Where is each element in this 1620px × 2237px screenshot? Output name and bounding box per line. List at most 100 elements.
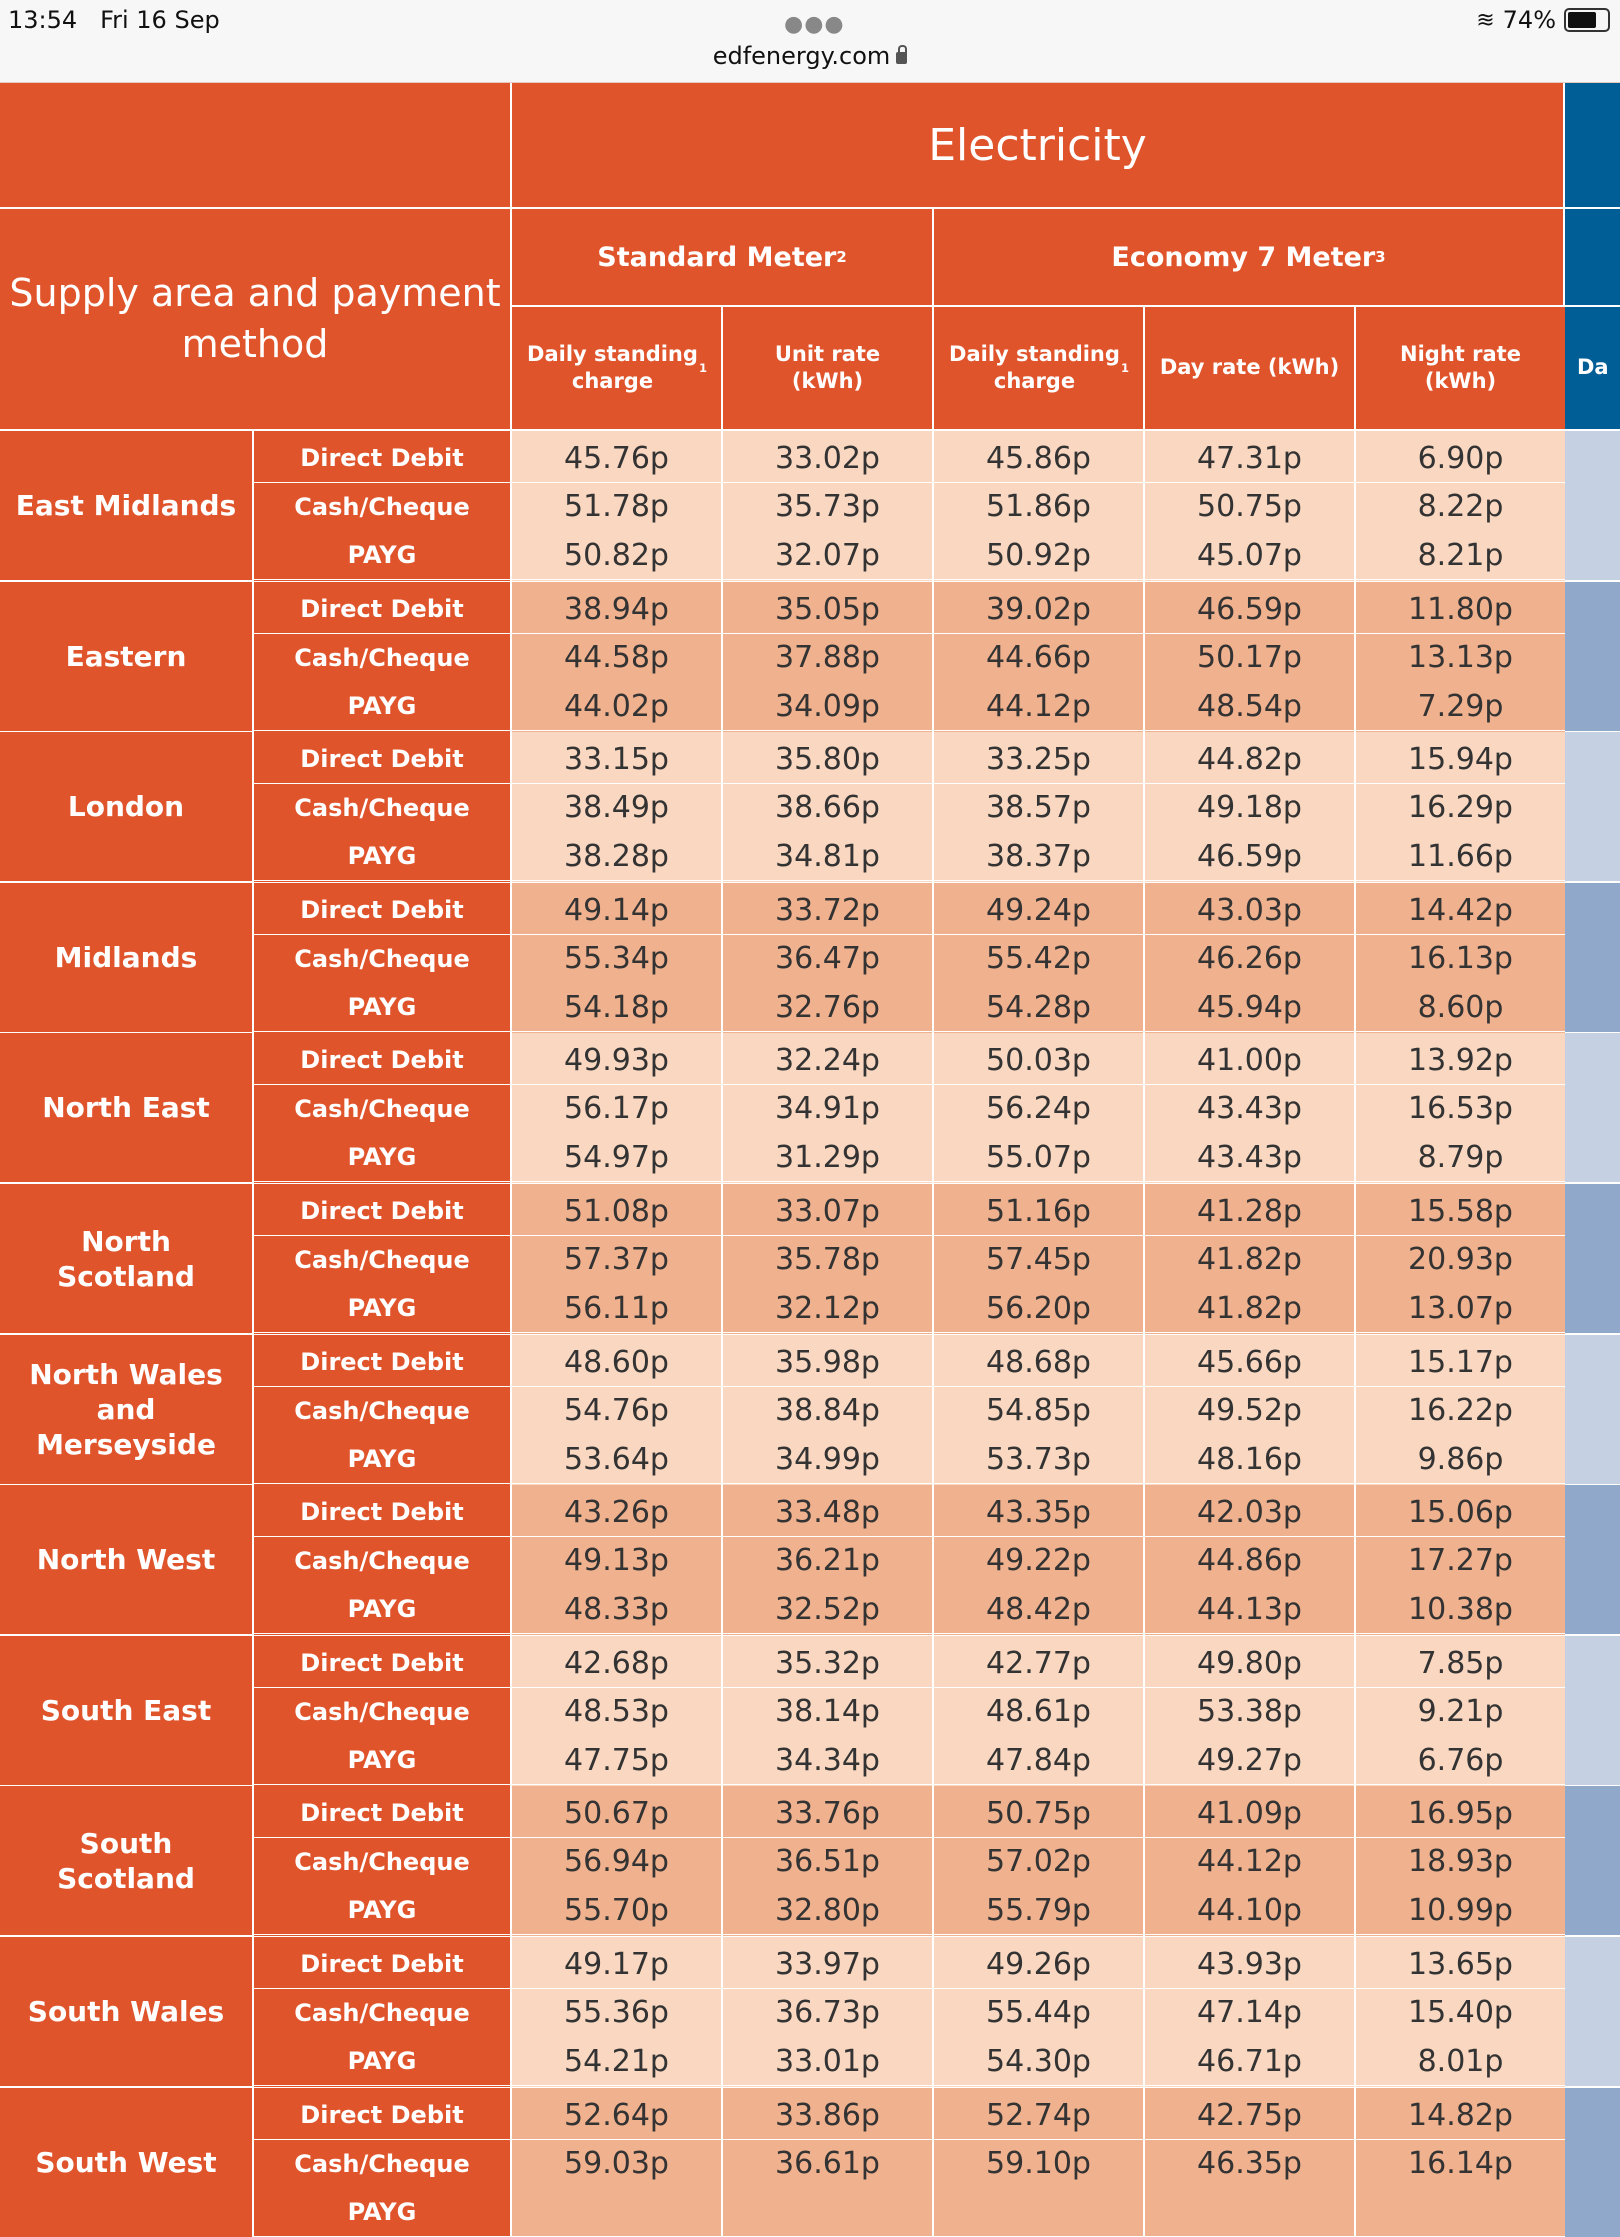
date: Fri 16 Sep <box>100 6 220 34</box>
payment-method: Direct Debit <box>254 1940 510 1988</box>
footnote: 1 <box>699 361 707 376</box>
rate-cell: 15.06p <box>1356 1488 1565 1536</box>
payment-method: PAYG <box>254 531 510 579</box>
rate-cell: 48.60p <box>512 1338 721 1386</box>
cell-pad <box>934 1485 1143 1488</box>
url-text: edfenergy.com <box>713 42 891 70</box>
cell-pad <box>723 1786 932 1789</box>
cell-pad <box>723 1634 932 1635</box>
cell-pad <box>1145 1634 1354 1635</box>
cell-pad <box>1145 1636 1354 1639</box>
rate-cell: 48.33p <box>512 1585 721 1633</box>
rate-cell: 16.22p <box>1356 1387 1565 1435</box>
electricity-header: Electricity <box>512 83 1563 207</box>
rate-cell: 49.93p <box>512 1036 721 1084</box>
rate-cell: 41.09p <box>1145 1789 1354 1837</box>
payment-method: PAYG <box>254 2188 510 2236</box>
cell-pad <box>934 881 1143 882</box>
battery-percent: 74% <box>1503 6 1556 34</box>
payment-method: PAYG <box>254 832 510 880</box>
cell-pad <box>934 1636 1143 1639</box>
method-pad <box>254 431 510 434</box>
cell-pad <box>512 1485 721 1488</box>
rate-cell: 49.27p <box>1145 1736 1354 1784</box>
more-dots-icon[interactable]: ●●● <box>784 12 845 37</box>
rate-cell: 35.78p <box>723 1236 932 1284</box>
cell-pad <box>512 580 721 581</box>
rate-cell: 44.86p <box>1145 1537 1354 1585</box>
rate-cell: 52.64p <box>512 2091 721 2139</box>
cell-pad <box>1145 580 1354 581</box>
rate-cell: 47.31p <box>1145 434 1354 482</box>
cell-pad <box>1145 731 1354 732</box>
rate-cell: 34.09p <box>723 682 932 730</box>
method-pad <box>254 580 510 581</box>
cell-pad <box>1145 1485 1354 1488</box>
cell-pad <box>1356 2086 1565 2087</box>
gas-subheader-partial <box>1565 209 1620 305</box>
rate-cell: 38.84p <box>723 1387 932 1435</box>
rate-cell: 43.43p <box>1145 1133 1354 1181</box>
payment-method: Cash/Cheque <box>254 1989 510 2037</box>
cell-pad <box>934 1937 1143 1940</box>
rate-cell: 49.22p <box>934 1537 1143 1585</box>
payment-method: Direct Debit <box>254 585 510 633</box>
rate-cell: 49.18p <box>1145 784 1354 832</box>
rate-cell: 55.44p <box>934 1989 1143 2037</box>
rate-cell: 44.12p <box>1145 1838 1354 1886</box>
cell-pad <box>723 1335 932 1338</box>
payment-method: PAYG <box>254 1133 510 1181</box>
group-label: Standard Meter <box>597 242 836 273</box>
rate-cell: 10.99p <box>1356 1886 1565 1934</box>
rate-cell: 38.94p <box>512 585 721 633</box>
method-pad <box>254 1182 510 1183</box>
cell-pad <box>512 1636 721 1639</box>
gas-cell-partial <box>1565 1636 1620 1785</box>
rate-cell: 54.85p <box>934 1387 1143 1435</box>
rate-cell: 31.29p <box>723 1133 932 1181</box>
method-pad <box>254 731 510 732</box>
region-name: North East <box>0 1033 252 1182</box>
cell-pad <box>1145 732 1354 735</box>
cell-pad <box>512 1182 721 1183</box>
rate-cell: 32.12p <box>723 1284 932 1332</box>
gas-cell-partial <box>1565 1033 1620 1182</box>
address-bar[interactable]: edfenergy.com <box>0 42 1620 70</box>
cell-pad <box>1356 1634 1565 1635</box>
rate-cell: 6.76p <box>1356 1736 1565 1784</box>
column-label: Unit rate (kWh) <box>737 341 918 396</box>
rate-cell: 33.86p <box>723 2091 932 2139</box>
payment-method: Cash/Cheque <box>254 1236 510 1284</box>
corner-cell <box>0 83 510 207</box>
rate-cell: 13.65p <box>1356 1940 1565 1988</box>
cell-pad <box>1145 1786 1354 1789</box>
rate-cell: 7.29p <box>1356 682 1565 730</box>
rate-cell: 46.59p <box>1145 832 1354 880</box>
cell-pad <box>934 1182 1143 1183</box>
payment-method: Direct Debit <box>254 1639 510 1687</box>
payment-method: PAYG <box>254 1435 510 1483</box>
payment-method: Direct Debit <box>254 886 510 934</box>
cell-pad <box>512 1634 721 1635</box>
rate-cell: 49.13p <box>512 1537 721 1585</box>
cell-pad <box>934 431 1143 434</box>
rate-cell: 33.72p <box>723 886 932 934</box>
rate-cell: 49.17p <box>512 1940 721 1988</box>
rate-cell: 44.02p <box>512 682 721 730</box>
cell-pad <box>934 1634 1143 1635</box>
cell-pad <box>512 582 721 585</box>
rate-cell: 41.00p <box>1145 1036 1354 1084</box>
rate-cell: 56.17p <box>512 1085 721 1133</box>
cell-pad <box>723 431 932 434</box>
cell-pad <box>723 1785 932 1786</box>
rate-cell: 32.24p <box>723 1036 932 1084</box>
rate-cell: 18.93p <box>1356 1838 1565 1886</box>
rate-cell: 7.85p <box>1356 1639 1565 1687</box>
cell-pad <box>512 1786 721 1789</box>
cell-pad <box>512 1335 721 1338</box>
rate-cell: 15.94p <box>1356 735 1565 783</box>
cell-pad <box>934 1032 1143 1033</box>
rate-cell: 48.54p <box>1145 682 1354 730</box>
cell-pad <box>723 732 932 735</box>
battery-icon <box>1564 8 1610 32</box>
